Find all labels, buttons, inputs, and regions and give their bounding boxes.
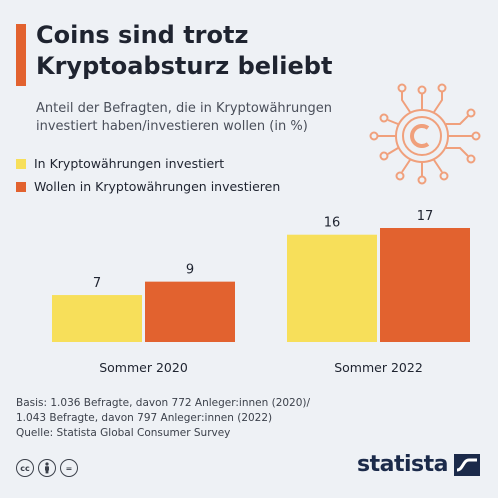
legend-item-invested: In Kryptowährungen investiert	[16, 152, 280, 175]
legend-item-want-to-invest: Wollen in Kryptowährungen investieren	[16, 175, 280, 198]
footer-notes: Basis: 1.036 Befragte, davon 772 Anleger…	[16, 396, 376, 441]
crypto-coin-circuit-icon	[369, 83, 481, 185]
statista-logo[interactable]: statista	[357, 452, 480, 477]
bar-want-to-invest-1	[380, 228, 470, 342]
subtitle: Anteil der Befragten, die in Kryptowähru…	[36, 100, 396, 136]
category-label-1: Sommer 2022	[334, 360, 423, 375]
no-derivatives-icon[interactable]: =	[60, 459, 78, 477]
data-label-invested-0: 7	[93, 276, 101, 291]
category-label-0: Sommer 2020	[99, 360, 188, 375]
subtitle-line-1: Anteil der Befragten, die in Kryptowähru…	[36, 101, 332, 116]
statista-mark-icon	[454, 453, 480, 476]
page-title: Coins sind trotz Kryptoabsturz beliebt	[36, 20, 376, 82]
footer-basis-line-1: Basis: 1.036 Befragte, davon 772 Anleger…	[16, 397, 311, 409]
legend-swatch-invested	[16, 158, 26, 169]
data-label-want-to-invest-0: 9	[186, 263, 194, 278]
attribution-person-icon[interactable]	[38, 459, 56, 477]
bar-invested-1	[287, 234, 377, 342]
bar-invested-0	[52, 295, 142, 342]
data-label-invested-1: 16	[324, 216, 341, 231]
license-icons: cc =	[16, 459, 78, 477]
bar-want-to-invest-0	[145, 281, 235, 342]
creative-commons-icon[interactable]: cc	[16, 459, 34, 477]
legend-swatch-want-to-invest	[16, 181, 26, 192]
legend-label-want-to-invest: Wollen in Kryptowährungen investieren	[34, 179, 281, 194]
title-line-2: Kryptoabsturz beliebt	[36, 52, 333, 80]
legend: In Kryptowährungen investiert Wollen in …	[16, 152, 280, 198]
legend-label-invested: In Kryptowährungen investiert	[34, 156, 225, 171]
title-line-1: Coins sind trotz	[36, 21, 249, 49]
footer-basis-line-2: 1.043 Befragte, davon 797 Anleger:innen …	[16, 412, 273, 424]
footer-source: Quelle: Statista Global Consumer Survey	[16, 427, 231, 439]
title-accent-bar	[16, 24, 26, 86]
data-label-want-to-invest-1: 17	[417, 209, 434, 224]
subtitle-line-2: investiert haben/investieren wollen (in …	[36, 119, 308, 134]
brand-name: statista	[357, 452, 448, 477]
